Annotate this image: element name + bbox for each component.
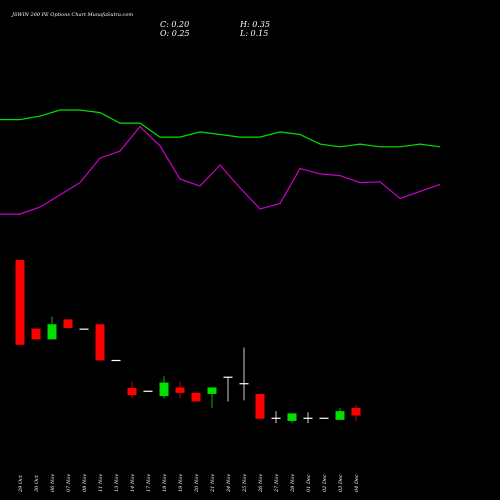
x-tick-label: 03 Dec [338, 474, 344, 492]
candle-body [255, 393, 265, 419]
open-value: O: 0.25 [160, 29, 190, 38]
close-value: C: 0.20 [160, 20, 190, 29]
low-value: L: 0.15 [240, 29, 269, 38]
upper-indicator-line [0, 109, 441, 148]
x-tick-label: 25 Nov [242, 474, 248, 493]
candle-body [223, 376, 233, 378]
x-tick-label: 19 Nov [178, 474, 184, 492]
candle-body [239, 383, 249, 385]
candle-body [15, 260, 25, 345]
candle-body [31, 328, 41, 340]
candles [15, 260, 361, 424]
candle-body [335, 411, 345, 420]
indicator-lines [0, 109, 441, 215]
candle-body [287, 413, 297, 421]
candle-body [159, 382, 169, 397]
high-value: H: 0.35 [240, 20, 271, 29]
x-tick-label: 27 Nov [274, 474, 280, 493]
x-tick-label: 21 Nov [210, 474, 216, 493]
candle-body [95, 324, 105, 361]
x-tick-label: 29 Oct [18, 474, 24, 493]
x-tick-label: 02 Dec [322, 474, 328, 492]
x-tick-label: 04 Dec [354, 474, 360, 492]
candle-body [303, 417, 313, 419]
x-tick-label: 07 Nov [66, 474, 72, 492]
x-tick-label: 06 Nov [50, 474, 56, 492]
candle-body [47, 324, 57, 340]
x-tick-label: 01 Dec [306, 474, 312, 492]
candle-body [191, 392, 201, 402]
x-tick-label: 20 Nov [194, 474, 200, 493]
x-tick-label: 24 Nov [226, 474, 232, 493]
x-tick-label: 13 Nov [114, 474, 120, 492]
candle-body [351, 407, 361, 416]
x-tick-label: 14 Nov [130, 474, 136, 492]
candle-body [319, 417, 329, 419]
candle-body [143, 390, 153, 392]
x-tick-label: 28 Nov [290, 474, 296, 493]
x-axis-labels: 29 Oct 30 Oct 06 Nov 07 Nov 08 Nov 11 Nov 13 N… [18, 474, 360, 493]
candle-body [127, 387, 137, 395]
candle-body [207, 387, 217, 394]
x-tick-label: 17 Nov [146, 474, 152, 492]
candle-body [175, 387, 185, 393]
candle-body [271, 417, 281, 419]
candle-body [111, 359, 121, 362]
x-tick-label: 08 Nov [82, 474, 88, 492]
candle-body [79, 328, 89, 330]
x-tick-label: 11 Nov [98, 474, 104, 492]
x-tick-label: 18 Nov [162, 474, 168, 492]
candle-body [63, 319, 73, 329]
lower-indicator-line [0, 125, 441, 215]
x-tick-label: 30 Oct [34, 474, 40, 492]
chart-title: JSWIN 260 PE Options Chart Munafa­Sutra.… [12, 12, 134, 18]
x-tick-label: 26 Nov [258, 474, 264, 493]
